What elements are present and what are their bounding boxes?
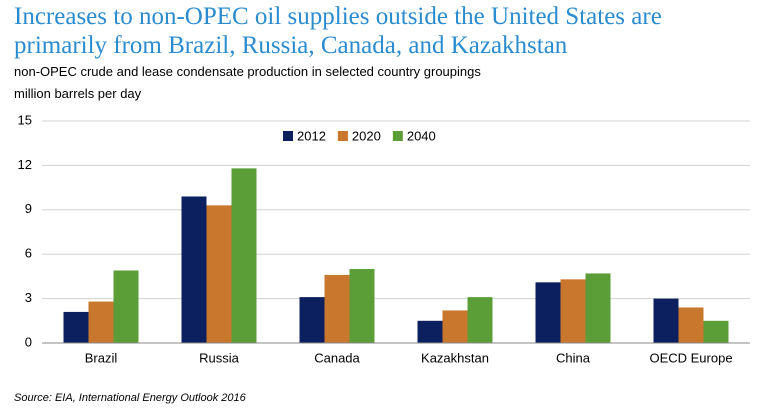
bar — [181, 196, 207, 343]
bar — [442, 310, 468, 343]
bar — [467, 297, 493, 343]
bar — [678, 307, 704, 343]
x-tick-label: Russia — [199, 350, 240, 365]
legend-label: 2020 — [352, 128, 381, 143]
y-tick-label: 6 — [25, 246, 32, 261]
bar — [63, 311, 89, 343]
y-axis-label: million barrels per day — [14, 86, 142, 101]
x-tick-label: China — [556, 350, 591, 365]
bar — [324, 274, 350, 343]
y-tick-label: 15 — [18, 112, 32, 127]
legend-label: 2012 — [297, 128, 326, 143]
legend-swatch — [283, 131, 293, 141]
legend-label: 2040 — [407, 128, 436, 143]
bar — [113, 270, 139, 343]
bar — [231, 168, 257, 343]
chart-subtitle: non-OPEC crude and lease condensate prod… — [14, 64, 481, 79]
bar — [299, 297, 325, 343]
bar — [417, 320, 443, 343]
bar — [653, 298, 679, 343]
legend-swatch — [392, 131, 403, 141]
bar — [703, 320, 729, 343]
bar — [585, 273, 611, 343]
source-note: Source: EIA, International Energy Outloo… — [14, 392, 246, 404]
x-tick-label: OECD Europe — [649, 350, 732, 365]
chart: 0 3 6 9 12 15 Brazil Russia Canada Kazakhstan Chin… — [18, 112, 750, 365]
bar — [560, 279, 586, 343]
y-tick-label: 3 — [25, 290, 32, 305]
bar — [88, 301, 114, 343]
x-tick-label: Kazakhstan — [421, 350, 489, 365]
bar — [535, 282, 561, 343]
chart-title: Increases to non-OPEC oil supplies outsi… — [14, 3, 662, 59]
y-tick-label: 0 — [25, 334, 32, 349]
x-tick-label: Canada — [314, 350, 360, 365]
x-tick-label: Brazil — [85, 350, 118, 365]
bar — [206, 205, 232, 343]
y-tick-label: 9 — [25, 201, 32, 216]
bar — [349, 269, 375, 343]
legend-swatch — [337, 131, 348, 141]
y-tick-label: 12 — [18, 157, 32, 172]
